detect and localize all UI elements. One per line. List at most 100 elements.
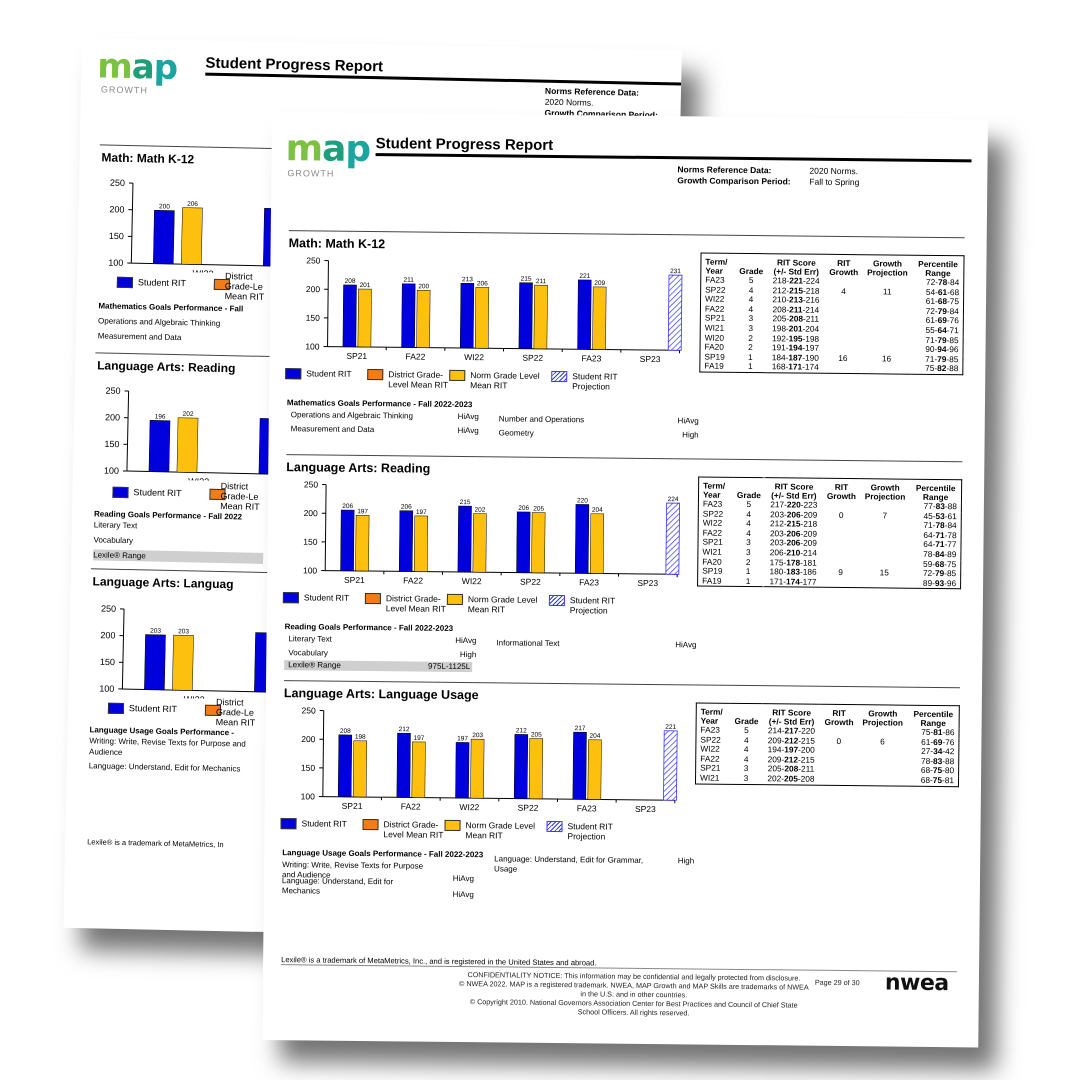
legend-district-label: District Grade-Level Mean RIT <box>383 819 444 840</box>
goal-value: High <box>677 856 695 866</box>
goals-heading: Language Usage Goals Performance - Fall … <box>282 848 484 860</box>
cell-text: 4 <box>748 294 754 305</box>
student-rit-bar <box>337 734 353 798</box>
goals-heading: Mathematics Goals Performance - Fall 202… <box>286 398 473 410</box>
legend-student-swatch <box>282 592 299 604</box>
report-title: Student Progress Report <box>375 135 554 154</box>
cell-bold: 79 <box>934 568 945 579</box>
x-tick-label: SP23 <box>635 804 656 814</box>
y-axis <box>324 484 327 571</box>
student-rit-value-label: 213 <box>462 276 473 283</box>
norm-mean-bar <box>533 284 548 350</box>
rit-growth-cell <box>825 325 862 335</box>
goal-value: HiAvg <box>455 635 477 646</box>
x-tick-label: WI22 <box>459 802 479 812</box>
legend-norm-swatch <box>449 369 466 382</box>
y-tick-label: 150 <box>104 439 119 449</box>
cell-text: 9 <box>838 567 843 578</box>
cell-text: 171- <box>769 575 787 587</box>
rit-growth-cell <box>820 756 857 766</box>
norm-mean-bar <box>470 738 485 799</box>
cell-bold: 71 <box>935 529 945 540</box>
cell-text: 15 <box>879 567 889 578</box>
student-rit-value-label: 217 <box>575 725 586 732</box>
table-header-cell: Term/ Year <box>702 480 726 500</box>
y-tick-label: 200 <box>100 630 115 640</box>
cell-text: -208 <box>797 773 815 784</box>
logo-subtitle: GROWTH <box>100 84 149 96</box>
cell-text: 89- <box>922 577 935 588</box>
x-tick-label: FA22 <box>401 801 421 811</box>
norm-mean-bar <box>472 513 487 573</box>
cell-bold: 201 <box>788 323 803 334</box>
back-math-title: Math: Math K-12 <box>101 150 195 167</box>
goal-name: Operations and Algebraic Thinking <box>97 316 221 328</box>
cell-text: 3 <box>745 546 751 558</box>
y-tick-label: 100 <box>301 791 316 801</box>
y-tick-label: 150 <box>303 537 318 547</box>
cell-bold: 53 <box>935 510 945 521</box>
rit-growth-cell <box>825 306 862 316</box>
rit-score-table: Term/ Year Grade RIT Score (+/- Std Err) RI… <box>694 702 960 787</box>
table-header-cell: RIT Score (+/- Std Err) <box>768 707 815 727</box>
cell-bold: 211 <box>789 304 803 315</box>
y-tick-label: 200 <box>109 204 124 214</box>
logo-subtitle: GROWTH <box>287 168 335 179</box>
section-title: Language Arts: Language Usage <box>283 686 479 703</box>
cell-text: 61- <box>925 315 938 326</box>
cell-bold: 212 <box>784 734 799 746</box>
x-tick-label: WI22 <box>464 352 484 362</box>
student-rit-bar <box>342 284 357 348</box>
cell-bold: 64 <box>937 324 947 336</box>
norm-mean-bar <box>181 207 203 265</box>
legend-norm: Norm Grade Level Mean RIT <box>446 593 543 615</box>
student-rit-value-label: 206 <box>401 504 412 511</box>
goals-heading: Mathematics Goals Performance - Fall <box>98 301 244 314</box>
norm-mean-bar <box>592 286 607 350</box>
norm-mean-value-label: 204 <box>590 733 601 740</box>
rit-growth-cell: 0 <box>823 510 860 520</box>
y-tick-label: 150 <box>100 657 115 667</box>
cell-text: 68- <box>920 765 933 776</box>
table-header-cell: Percentile Range <box>918 258 958 279</box>
cell-bold: 71 <box>935 539 945 550</box>
goal-name: Geometry <box>498 428 534 438</box>
x-tick-label: WI22 <box>192 268 213 274</box>
x-tick-label: FA23 <box>579 577 599 587</box>
norm-mean-value-label: 203 <box>472 732 483 739</box>
legend-projection-label: Student RIT Projection <box>569 595 616 616</box>
rit-growth-cell <box>824 363 861 373</box>
cell-text: 78- <box>920 755 934 766</box>
cell-text: 4 <box>746 508 752 519</box>
table-header-cell: RIT Score (+/- Std Err) <box>771 481 817 501</box>
cell-text: -71 <box>946 325 959 336</box>
percentile-range-cell: 75-82-88 <box>911 363 962 374</box>
cell-text: 45- <box>923 510 936 521</box>
back-district-label: District Grade-Le Mean RIT <box>215 696 256 728</box>
norm-mean-value-label: 203 <box>178 628 189 635</box>
student-rit-bar <box>455 742 470 799</box>
student-rit-value-label: 221 <box>579 273 590 280</box>
cell-text: -89 <box>944 549 957 560</box>
growth-projection-cell: 6 <box>857 736 907 747</box>
cell-text: 4 <box>748 303 754 314</box>
rit-growth-cell <box>824 334 861 344</box>
rit-bar-chart: 100 150 200 250 SP21 206 197 FA22 206 197 WI22 215 2… <box>303 479 680 588</box>
table-header-cell: RIT Growth <box>824 707 854 728</box>
cell-bold: 205 <box>783 773 798 784</box>
student-rit-value-label: 215 <box>521 276 532 283</box>
rit-growth-cell: 9 <box>822 567 859 578</box>
cell-text: -96 <box>944 577 957 588</box>
y-tick-label: 250 <box>304 479 319 489</box>
legend-projection-swatch <box>548 594 565 607</box>
x-tick-label: FA22 <box>403 575 423 585</box>
copyright-notice: © Copyright 2010. National Governors Ass… <box>469 997 798 1018</box>
projection-value-label: 224 <box>668 496 679 503</box>
rit-growth-cell <box>822 539 859 549</box>
cell-text: -84 <box>944 520 957 531</box>
table-header-cell: RIT Growth <box>829 257 859 278</box>
table-header-cell: Growth Projection <box>867 258 908 278</box>
legend-projection: Student RIT Projection <box>551 370 637 392</box>
y-tick-label: 150 <box>301 763 316 773</box>
legend-student-label: Student RIT <box>306 368 352 379</box>
